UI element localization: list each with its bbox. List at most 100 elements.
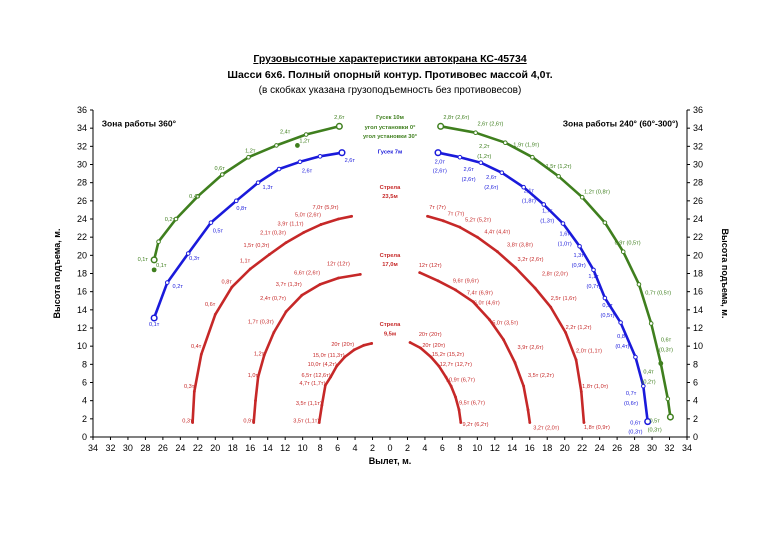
y-tick-label-right: 18 bbox=[693, 269, 703, 279]
y-tick-label-left: 0 bbox=[82, 432, 87, 442]
data-label: 6,5т (12,6т) bbox=[302, 373, 331, 379]
data-point bbox=[665, 396, 671, 402]
data-label: 7т (7т) bbox=[448, 211, 465, 217]
data-label: 3,5т (1,1т) bbox=[296, 401, 322, 407]
x-axis-label: Вылет, м. bbox=[369, 456, 412, 466]
data-point bbox=[577, 243, 582, 249]
y-tick-label-right: 10 bbox=[693, 341, 703, 351]
data-label: 10,9т (6,7т) bbox=[446, 378, 475, 384]
data-point bbox=[150, 314, 158, 322]
y-tick-label-left: 12 bbox=[77, 323, 87, 333]
data-label: (1,0т) bbox=[558, 241, 572, 247]
data-label: 5,0т (2,6т) bbox=[295, 212, 321, 218]
x-tick-label: 12 bbox=[490, 443, 500, 453]
data-point bbox=[503, 140, 508, 145]
data-point bbox=[473, 130, 478, 136]
data-point bbox=[459, 421, 463, 424]
x-tick-label: 24 bbox=[595, 443, 605, 453]
data-label: 0,9т bbox=[602, 303, 613, 309]
data-label: 12,7т (12,7т) bbox=[440, 362, 472, 368]
data-point bbox=[454, 288, 457, 292]
y-tick-label-left: 14 bbox=[77, 305, 87, 315]
data-point bbox=[268, 253, 271, 256]
data-label: 2,4т bbox=[280, 130, 291, 136]
data-point bbox=[582, 421, 586, 424]
data-label: (0,4т) bbox=[615, 344, 629, 350]
data-label: 4,7т (1,7т) bbox=[299, 381, 325, 387]
data-point bbox=[602, 220, 608, 225]
data-label: 0,3т bbox=[189, 256, 200, 262]
data-point bbox=[488, 318, 491, 322]
y-tick-label-left: 20 bbox=[77, 250, 87, 260]
data-label: 6,6т (2,6т) bbox=[294, 270, 320, 276]
boom-annotation: 9,5м bbox=[384, 331, 396, 337]
x-tick-label: 10 bbox=[472, 443, 482, 453]
y-tick-label-left: 4 bbox=[82, 396, 87, 406]
data-point bbox=[156, 239, 161, 245]
data-label: 1,0т bbox=[248, 373, 259, 379]
y-tick-label-left: 16 bbox=[77, 287, 87, 297]
data-point bbox=[208, 220, 214, 225]
data-point bbox=[513, 361, 517, 364]
data-point bbox=[338, 149, 346, 157]
data-point bbox=[522, 384, 526, 388]
data-point bbox=[199, 352, 203, 356]
data-point bbox=[318, 283, 322, 286]
data-point bbox=[255, 180, 261, 185]
data-label: 1,1т bbox=[588, 274, 599, 280]
data-point bbox=[579, 390, 583, 393]
data-point bbox=[478, 160, 484, 165]
data-point bbox=[499, 170, 505, 175]
y-tick-label-left: 34 bbox=[77, 123, 87, 133]
data-label: 20т (20т) bbox=[419, 332, 442, 338]
data-point bbox=[370, 342, 374, 345]
y-tick-label-right: 32 bbox=[693, 141, 703, 151]
data-label: 0,8т bbox=[617, 334, 628, 340]
y-tick-label-right: 16 bbox=[693, 287, 703, 297]
data-point bbox=[246, 154, 251, 160]
boom-annotation: Стрела bbox=[380, 185, 401, 191]
data-label: 0,1т bbox=[149, 322, 160, 328]
chart-note: (в скобках указана грузоподъемность без … bbox=[258, 85, 522, 96]
data-label: 15,2т (15,2т) bbox=[432, 352, 464, 358]
data-point bbox=[560, 221, 566, 226]
y-tick-label-right: 24 bbox=[693, 214, 703, 224]
data-point bbox=[620, 249, 626, 254]
y-tick-label-right: 0 bbox=[693, 432, 698, 442]
data-point bbox=[549, 305, 553, 309]
data-point bbox=[526, 408, 530, 412]
data-point bbox=[436, 279, 440, 283]
data-label: 2,6т bbox=[302, 169, 313, 175]
data-point bbox=[256, 375, 260, 379]
data-label: 7т (7т) bbox=[429, 205, 446, 211]
y-tick-label-right: 22 bbox=[693, 232, 703, 242]
data-label: 0,9т bbox=[243, 418, 254, 424]
x-tick-label: 20 bbox=[560, 443, 570, 453]
data-point bbox=[426, 214, 429, 218]
data-label: 0,2т bbox=[165, 217, 176, 223]
data-label: 7,0т (5,9т) bbox=[312, 205, 338, 211]
x-tick-label: 20 bbox=[210, 443, 220, 453]
x-tick-label: 34 bbox=[88, 443, 98, 453]
data-point bbox=[633, 354, 638, 360]
data-label: 2,0т (1,1т) bbox=[576, 349, 602, 355]
x-tick-label: 14 bbox=[507, 443, 517, 453]
x-tick-label: 4 bbox=[422, 443, 427, 453]
series-line bbox=[418, 271, 532, 424]
y-tick-label-right: 20 bbox=[693, 250, 703, 260]
y-tick-label-left: 10 bbox=[77, 341, 87, 351]
x-tick-label: 32 bbox=[105, 443, 115, 453]
data-label: (0,6т) bbox=[624, 401, 638, 407]
data-label: 12т (12т) bbox=[419, 263, 442, 269]
data-label: 1,6т bbox=[560, 231, 571, 237]
data-point bbox=[323, 383, 327, 387]
data-label: 1,7т (0,3т) bbox=[248, 319, 274, 325]
boom-annotation: угол установки 0° bbox=[365, 125, 417, 131]
data-point bbox=[335, 364, 339, 368]
zone-left-label: Зона работы 360° bbox=[102, 118, 177, 128]
data-point bbox=[276, 166, 282, 172]
data-label: (2,6т) bbox=[484, 185, 498, 191]
data-point bbox=[252, 421, 256, 424]
data-label: 3,8т (3,8т) bbox=[507, 242, 533, 248]
data-point bbox=[213, 312, 217, 316]
